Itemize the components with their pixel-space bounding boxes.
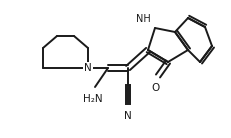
Text: H₂N: H₂N: [83, 94, 102, 104]
Text: N: N: [124, 111, 131, 121]
Text: NH: NH: [135, 14, 150, 24]
Text: O: O: [151, 83, 159, 93]
Text: N: N: [84, 63, 91, 73]
